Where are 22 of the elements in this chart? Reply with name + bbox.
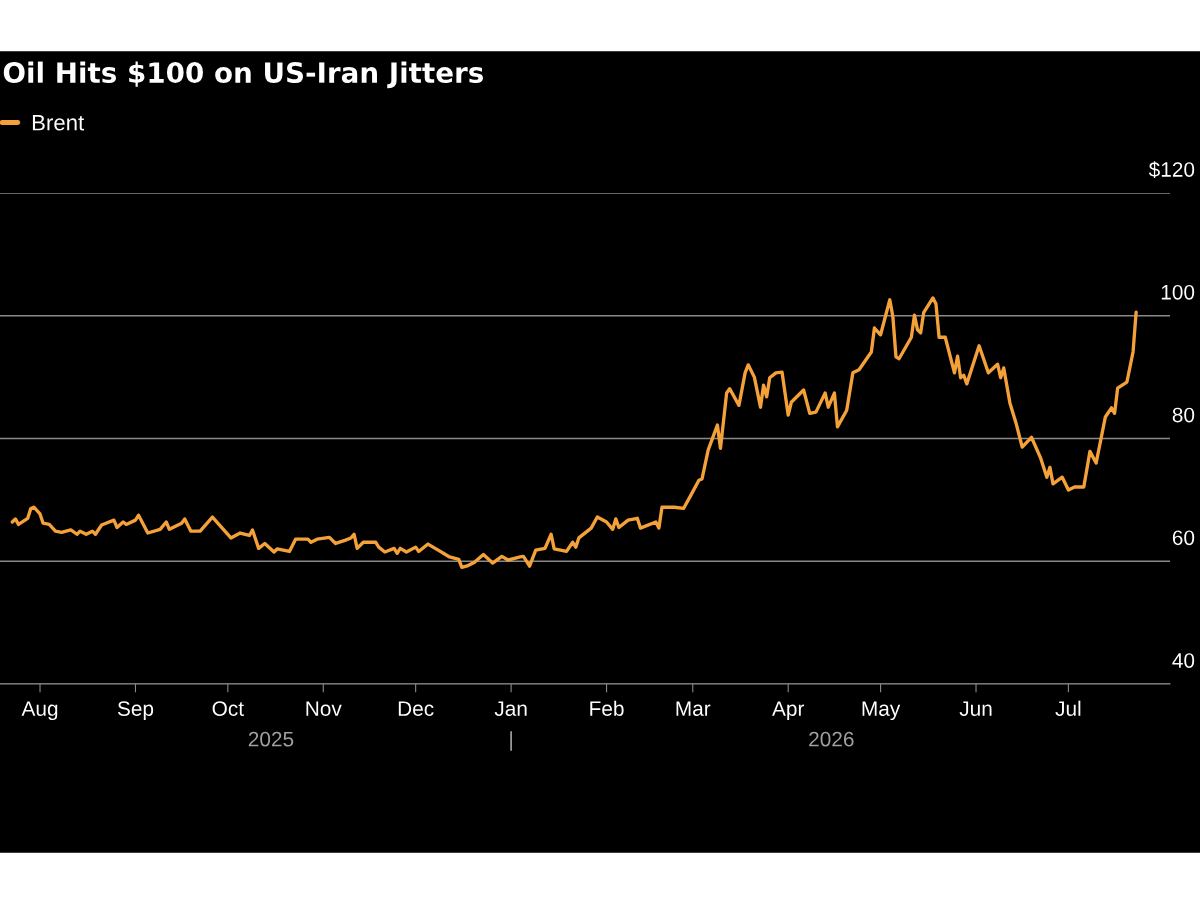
x-tick-label: Apr bbox=[772, 701, 805, 721]
x-tick-label: Mar bbox=[676, 701, 711, 716]
y-tick-label: 80 bbox=[1172, 407, 1195, 423]
x-tick-label: Feb bbox=[590, 700, 624, 716]
x-tick-label: May bbox=[862, 701, 901, 721]
x-tick-label: Oct bbox=[212, 701, 244, 716]
y-tick-label: $120 bbox=[1148, 161, 1195, 179]
y-tick-label: 100 bbox=[1161, 284, 1195, 300]
legend-label: Brent bbox=[32, 115, 85, 131]
x-tick-label: Jan bbox=[494, 701, 527, 716]
x-tick-label: Dec bbox=[398, 701, 434, 716]
x-tick-label: Nov bbox=[306, 701, 342, 716]
x-tick-label: Jul bbox=[1055, 700, 1081, 716]
x2-tick-label: 2026 bbox=[809, 731, 854, 747]
x-tick-label: Sep bbox=[117, 701, 154, 721]
y-tick-label: 40 bbox=[1172, 653, 1195, 668]
y-tick-label: 60 bbox=[1172, 530, 1195, 546]
x2-tick-label: 2025 bbox=[248, 731, 294, 747]
x2-tick-label: | bbox=[510, 731, 512, 751]
x-tick-label: Jun bbox=[959, 701, 992, 716]
chart-title: Oil Hits $100 on US-Iran Jitters bbox=[3, 61, 483, 89]
x-tick-label: Aug bbox=[21, 701, 58, 721]
